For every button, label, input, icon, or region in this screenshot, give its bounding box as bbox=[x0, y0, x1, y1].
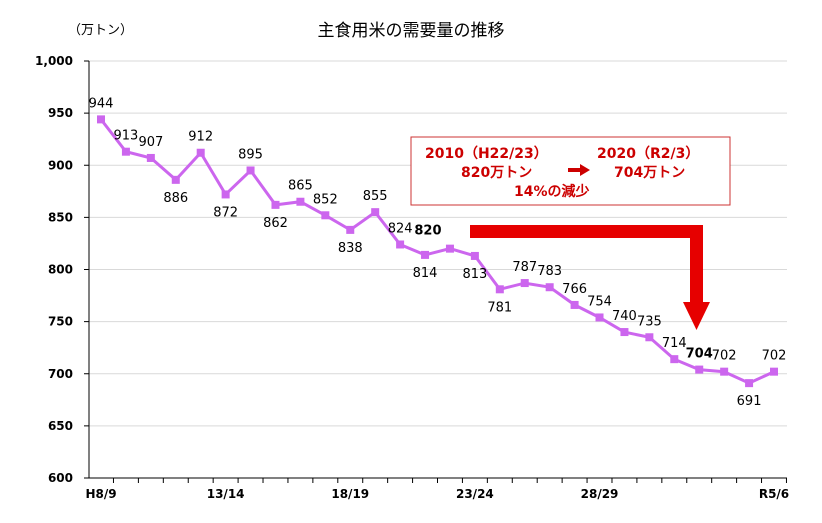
y-tick-label-2: 700 bbox=[48, 367, 73, 381]
annotation-from-value: 820万トン bbox=[461, 165, 532, 181]
data-point-18 bbox=[545, 283, 554, 292]
data-point-1 bbox=[121, 147, 130, 156]
data-label-15: 813 bbox=[462, 267, 487, 282]
x-axis-ticks: H8/9 13/14 18/19 23/24 28/29 R5/6 bbox=[85, 487, 789, 501]
data-point-11 bbox=[371, 208, 380, 217]
data-label-9: 852 bbox=[313, 192, 338, 207]
x-tick-label-3: 23/24 bbox=[456, 487, 494, 501]
annotation-from-year: 2010（H22/23） bbox=[425, 146, 548, 162]
y-tick-label-7: 950 bbox=[48, 106, 73, 120]
data-point-3 bbox=[171, 175, 180, 184]
y-tick-label-4: 800 bbox=[48, 263, 73, 277]
data-label-14: 820 bbox=[414, 224, 441, 239]
x-tick-label-5: R5/6 bbox=[759, 487, 789, 501]
unit-label: （万トン） bbox=[68, 23, 133, 38]
y-tick-label-1: 650 bbox=[48, 419, 73, 433]
y-axis-ticks: 600 650 700 750 800 850 900 950 1,000 bbox=[35, 54, 89, 485]
annotation-change: 14%の減少 bbox=[514, 183, 590, 200]
data-label-13: 814 bbox=[413, 266, 438, 281]
data-label-21: 740 bbox=[612, 309, 637, 324]
decline-arrow-horizontal bbox=[470, 225, 703, 238]
y-tick-label-6: 900 bbox=[48, 158, 73, 172]
data-label-11: 855 bbox=[363, 189, 388, 204]
data-label-24: 704 bbox=[686, 347, 713, 362]
data-point-6 bbox=[246, 166, 255, 175]
data-point-20 bbox=[595, 313, 604, 322]
series-line bbox=[99, 118, 775, 385]
data-point-26 bbox=[745, 379, 754, 388]
x-tick-label-2: 18/19 bbox=[331, 487, 369, 501]
data-label-12: 824 bbox=[388, 221, 413, 236]
decline-arrow-vertical bbox=[690, 225, 703, 303]
data-point-24 bbox=[695, 365, 704, 374]
data-point-25 bbox=[720, 367, 729, 376]
y-tick-label-3: 750 bbox=[48, 315, 73, 329]
y-tick-label-5: 850 bbox=[48, 210, 73, 224]
data-point-0 bbox=[97, 115, 105, 124]
data-point-7 bbox=[271, 200, 280, 209]
annotation-box: 2010（H22/23） 2020（R2/3） 820万トン 704万トン 14… bbox=[410, 136, 731, 206]
data-label-25: 702 bbox=[712, 349, 737, 364]
annotation-arrow-icon bbox=[568, 164, 590, 176]
data-label-22: 735 bbox=[637, 314, 662, 329]
data-point-8 bbox=[296, 197, 305, 206]
decline-arrow bbox=[470, 225, 710, 330]
data-label-3: 886 bbox=[163, 191, 188, 206]
data-point-5 bbox=[221, 190, 230, 199]
data-point-4 bbox=[196, 148, 205, 157]
data-label-19: 766 bbox=[562, 282, 587, 297]
data-label-18: 783 bbox=[537, 264, 562, 279]
gridlines bbox=[89, 60, 787, 479]
data-point-15 bbox=[470, 251, 479, 260]
data-point-21 bbox=[620, 328, 629, 337]
chart-title: 主食用米の需要量の推移 bbox=[318, 21, 505, 41]
series-points bbox=[97, 115, 778, 388]
annotation-to-value: 704万トン bbox=[614, 165, 685, 181]
series-polyline bbox=[99, 118, 775, 385]
data-point-22 bbox=[645, 333, 654, 342]
annotation-to-year: 2020（R2/3） bbox=[597, 146, 699, 162]
data-point-2 bbox=[146, 153, 155, 162]
data-label-5: 872 bbox=[213, 205, 238, 220]
data-label-8: 865 bbox=[288, 179, 313, 194]
data-point-23 bbox=[670, 355, 679, 364]
data-label-4: 912 bbox=[188, 130, 213, 145]
data-label-1: 913 bbox=[114, 129, 139, 144]
decline-arrowhead-icon bbox=[683, 302, 710, 330]
data-point-27 bbox=[770, 367, 778, 376]
data-label-6: 895 bbox=[238, 147, 263, 162]
data-point-13 bbox=[421, 250, 430, 259]
axes bbox=[88, 61, 787, 483]
data-label-26: 691 bbox=[737, 394, 762, 409]
data-label-10: 838 bbox=[338, 241, 363, 256]
data-label-20: 754 bbox=[587, 294, 612, 309]
x-tick-label-0: H8/9 bbox=[85, 487, 116, 501]
data-point-17 bbox=[520, 279, 529, 288]
data-point-19 bbox=[570, 300, 579, 309]
data-label-0: 944 bbox=[89, 96, 114, 111]
y-tick-label-8: 1,000 bbox=[35, 54, 73, 68]
data-point-9 bbox=[321, 211, 330, 220]
y-tick-label-0: 600 bbox=[48, 471, 73, 485]
data-point-14 bbox=[445, 244, 454, 253]
data-point-10 bbox=[346, 225, 355, 234]
data-point-12 bbox=[396, 240, 405, 249]
x-tick-label-1: 13/14 bbox=[207, 487, 245, 501]
data-label-23: 714 bbox=[662, 336, 687, 351]
data-label-16: 781 bbox=[487, 300, 512, 315]
data-label-17: 787 bbox=[512, 260, 537, 275]
x-tick-label-4: 28/29 bbox=[581, 487, 619, 501]
data-label-7: 862 bbox=[263, 216, 288, 231]
data-label-27: 702 bbox=[762, 349, 787, 364]
data-point-16 bbox=[495, 285, 504, 294]
data-label-2: 907 bbox=[138, 135, 163, 150]
